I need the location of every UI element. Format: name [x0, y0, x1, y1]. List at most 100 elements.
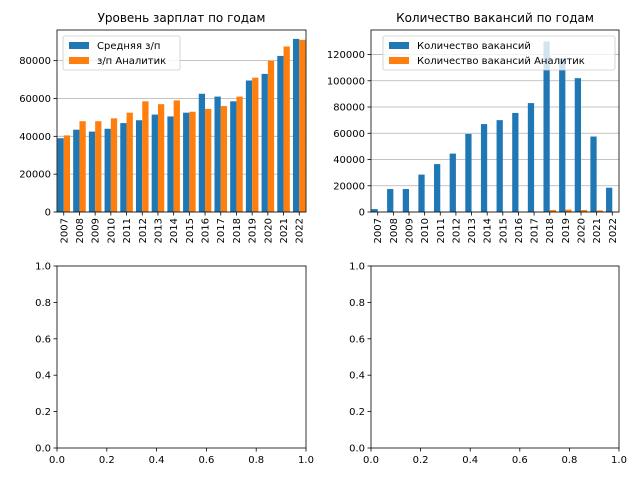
- bar-series2-2021: [596, 210, 603, 212]
- legend-box: [62, 35, 181, 71]
- bar-series2-2018: [549, 210, 556, 212]
- chart-title: Количество вакансий по годам: [396, 11, 594, 25]
- bar-series1-2021: [277, 55, 284, 213]
- x-tick-label: 0.4: [462, 455, 478, 466]
- bar-series1-2020: [261, 73, 268, 212]
- bar-series1-2016: [198, 93, 206, 212]
- bar-series1-2013: [465, 133, 472, 212]
- bar-series2-2018: [236, 96, 243, 212]
- y-tick-label: 40000: [19, 132, 51, 143]
- bar-series2-2013: [157, 104, 165, 212]
- bar-series1-2008: [387, 189, 394, 212]
- bar-series2-2012: [142, 101, 149, 212]
- y-tick-label: 0.4: [35, 371, 51, 382]
- axes-frame: [370, 29, 620, 213]
- bar-series1-2010: [418, 174, 425, 212]
- axes-frame: [56, 265, 307, 449]
- y-tick-label: 0: [359, 208, 365, 219]
- legend-swatch: [69, 42, 89, 49]
- y-tick-label: 60000: [333, 129, 365, 140]
- bar-series1-2011: [434, 164, 441, 212]
- x-tick-label: 2015: [498, 218, 509, 243]
- y-tick-label: 0.2: [35, 407, 51, 418]
- y-tick-label: 0: [45, 208, 51, 219]
- x-tick-label: 1.0: [611, 455, 627, 466]
- y-tick-label: 120000: [327, 50, 365, 61]
- y-tick-label: 0.6: [349, 334, 365, 345]
- bar-series2-2008: [79, 121, 86, 212]
- x-tick-label: 0.6: [512, 455, 528, 466]
- y-tick-label: 0.2: [349, 407, 365, 418]
- y-tick-label: 0.8: [349, 298, 365, 309]
- bar-series1-2018: [543, 41, 550, 213]
- legend-box: [382, 35, 616, 71]
- legend-entry: Количество вакансий Аналитик: [417, 56, 585, 67]
- y-tick-label: 1.0: [349, 262, 365, 273]
- x-tick-label: 0.8: [561, 455, 577, 466]
- bar-series2-2021: [283, 46, 290, 213]
- y-tick-label: 1.0: [35, 262, 51, 273]
- x-tick-label: 0.4: [149, 455, 165, 466]
- bar-series1-2010: [104, 128, 111, 212]
- x-tick-label: 2018: [232, 218, 243, 243]
- x-tick-label: 2020: [577, 218, 588, 243]
- x-tick-label: 2017: [530, 218, 541, 243]
- x-tick-label: 2009: [404, 218, 415, 243]
- bar-series1-2015: [496, 120, 503, 212]
- bar-series2-2015: [189, 111, 196, 212]
- subplot-4: 0.0 0.2 0.4 0.6 0.8 1.0 0.0 0.2 0.4 0.6 0.8 1.0: [349, 262, 627, 467]
- y-tick-label: 0.8: [35, 298, 51, 309]
- bar-series1-2022: [292, 38, 300, 212]
- bar-series1-2015: [183, 112, 190, 212]
- bar-series2-2020: [267, 60, 275, 212]
- bar-series1-2012: [449, 153, 456, 212]
- bar-series1-2016: [512, 112, 519, 212]
- y-tick-label: 40000: [333, 155, 365, 166]
- bar-series2-2010: [110, 118, 118, 212]
- x-tick-label: 2022: [295, 218, 306, 243]
- bar-series1-2011: [120, 123, 127, 212]
- legend-swatch: [69, 57, 89, 64]
- x-tick-label: 2012: [138, 218, 149, 243]
- x-tick-label: 2010: [420, 218, 431, 243]
- bar-series2-2007: [63, 135, 71, 212]
- x-tick-label: 2012: [451, 218, 462, 243]
- x-tick-label: 2011: [436, 218, 447, 243]
- x-tick-label: 2015: [185, 218, 196, 243]
- y-tick-label: 20000: [19, 170, 51, 181]
- x-tick-label: 2010: [106, 218, 117, 243]
- bar-series1-2022: [606, 187, 613, 212]
- bar-series1-2007: [57, 138, 64, 212]
- bar-series1-2019: [245, 80, 253, 212]
- y-tick-label: 100000: [327, 76, 365, 87]
- x-tick-label: 0.8: [248, 455, 264, 466]
- chart-title: Уровень зарплат по годам: [98, 11, 266, 25]
- x-tick-label: 2021: [279, 218, 290, 243]
- bar-series2-2019: [565, 209, 572, 212]
- bar-series2-2011: [126, 112, 133, 212]
- x-tick-label: 2008: [75, 218, 86, 243]
- bar-series1-2014: [480, 124, 488, 212]
- bar-series2-2019: [252, 77, 259, 212]
- x-tick-label: 2022: [608, 218, 619, 243]
- x-tick-label: 2018: [545, 218, 556, 243]
- x-tick-label: 0.0: [49, 455, 65, 466]
- legend: Количество вакансий Количество вакансий А…: [382, 35, 616, 71]
- bar-series1-2017: [527, 103, 535, 212]
- bar-series1-2021: [590, 136, 597, 212]
- bar-series2-2009: [95, 121, 102, 212]
- bar-series2-2020: [581, 210, 588, 212]
- bar-series1-2020: [574, 78, 582, 213]
- bar-series1-2008: [73, 129, 80, 212]
- legend-entry: Средняя з/п: [97, 41, 160, 52]
- bar-series1-2013: [151, 114, 158, 212]
- x-tick-label: 2008: [389, 218, 400, 243]
- bar-series2-2016: [205, 108, 212, 212]
- y-tick-label: 20000: [333, 181, 365, 192]
- legend-swatch: [389, 42, 409, 49]
- bar-series1-2009: [402, 189, 409, 212]
- bar-series1-2019: [559, 58, 566, 213]
- bar-series1-2018: [230, 101, 237, 212]
- bar-series1-2007: [371, 209, 378, 212]
